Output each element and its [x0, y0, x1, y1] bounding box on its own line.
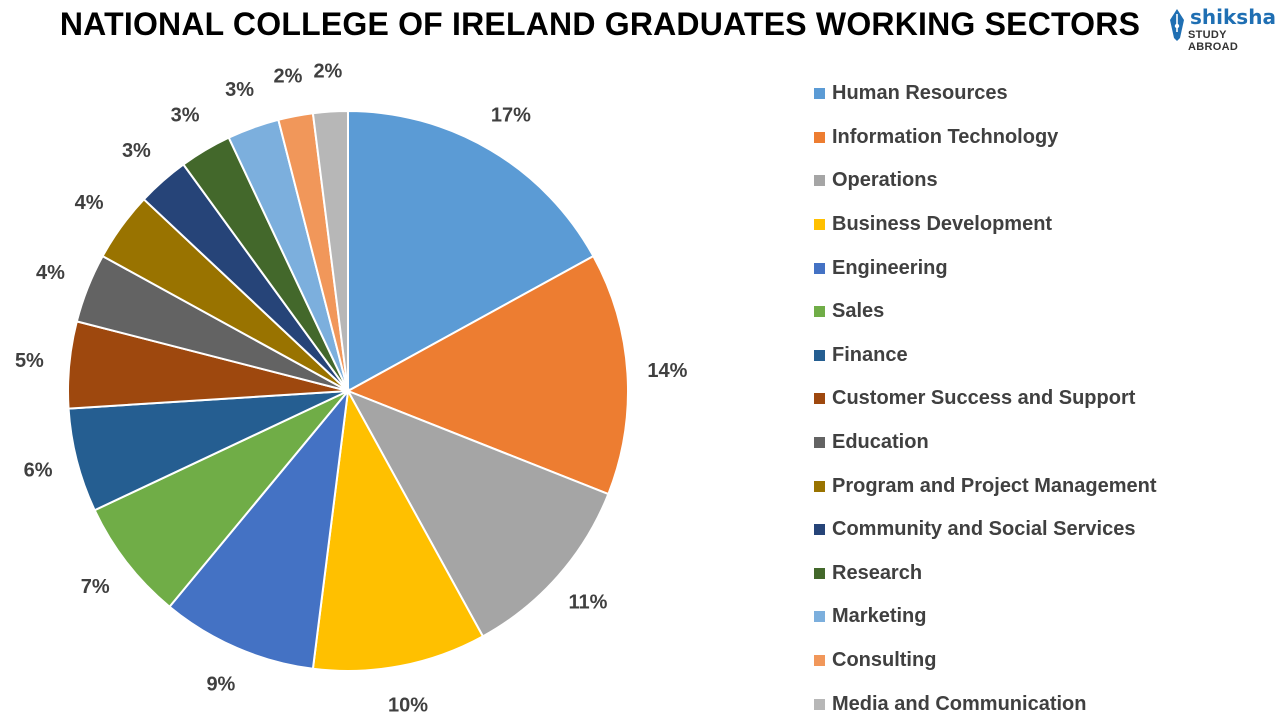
legend-swatch	[814, 524, 825, 536]
logo-name: shiksha	[1190, 5, 1276, 29]
legend-label: Program and Project Management	[832, 474, 1157, 497]
pie-slice-media-and-communication	[311, 109, 349, 392]
chart-legend: Human Resources Information Technology Ope…	[814, 72, 1157, 726]
legend-item: Engineering	[814, 246, 1157, 290]
legend-item: Consulting	[814, 639, 1157, 683]
pie-slice-human-resources	[347, 109, 595, 393]
data-label-finance: 6%	[24, 460, 53, 482]
legend-item: Sales	[814, 290, 1157, 334]
legend-swatch	[814, 306, 825, 318]
pie-slice-operations	[345, 389, 610, 638]
legend-label: Consulting	[832, 649, 937, 672]
legend-swatch	[814, 611, 825, 623]
data-label-education: 4%	[36, 262, 65, 284]
legend-label: Business Development	[832, 213, 1053, 236]
data-label-program-and-project-management: 4%	[75, 192, 104, 214]
legend-item: Customer Success and Support	[814, 377, 1157, 421]
legend-item: Media and Communication	[814, 682, 1157, 726]
legend-label: Research	[832, 561, 923, 584]
legend-swatch	[814, 437, 825, 449]
legend-item: Information Technology	[814, 116, 1157, 160]
legend-swatch	[814, 567, 825, 579]
data-label-marketing: 3%	[225, 79, 254, 101]
legend-label: Education	[832, 431, 929, 454]
data-label-business-development: 10%	[388, 694, 428, 716]
legend-item: Human Resources	[814, 72, 1157, 116]
data-label-research: 3%	[171, 105, 200, 127]
legend-item: Marketing	[814, 595, 1157, 639]
legend-item: Operations	[814, 159, 1157, 203]
data-label-information-technology: 14%	[647, 360, 687, 382]
logo-subtitle: STUDY ABROAD	[1188, 29, 1239, 53]
data-label-customer-success-and-support: 5%	[15, 350, 44, 372]
legend-label: Finance	[832, 343, 908, 366]
legend-label: Sales	[832, 300, 885, 323]
pie-slice-business-development	[311, 387, 485, 672]
legend-swatch	[814, 175, 825, 187]
legend-swatch	[814, 262, 825, 274]
legend-swatch	[814, 393, 825, 405]
chart-title: NATIONAL COLLEGE OF IRELAND GRADUATES WO…	[59, 6, 1141, 42]
data-label-operations: 11%	[569, 592, 608, 614]
legend-label: Engineering	[832, 256, 948, 279]
legend-item: Education	[814, 421, 1157, 465]
legend-label: Human Resources	[832, 82, 1008, 105]
legend-swatch	[814, 88, 825, 100]
pie-slice-information-technology	[345, 254, 629, 496]
pie-slice-sales	[93, 390, 349, 609]
pie-slice-engineering	[168, 387, 350, 670]
legend-item: Community and Social Services	[814, 508, 1157, 552]
shiksha-logo[interactable]: shiksha STUDY ABROAD	[1168, 5, 1278, 53]
legend-swatch	[814, 480, 825, 492]
data-label-community-and-social-services: 3%	[122, 140, 151, 162]
legend-label: Community and Social Services	[832, 518, 1136, 541]
legend-label: Marketing	[832, 605, 927, 628]
legend-label: Media and Communication	[832, 692, 1087, 715]
legend-item: Finance	[814, 334, 1157, 378]
legend-swatch	[814, 655, 825, 667]
data-label-engineering: 9%	[206, 674, 235, 696]
data-label-consulting: 2%	[274, 66, 303, 88]
data-label-sales: 7%	[81, 576, 110, 598]
legend-label: Information Technology	[832, 125, 1059, 148]
legend-item: Program and Project Management	[814, 464, 1157, 508]
legend-item: Business Development	[814, 203, 1157, 247]
legend-item: Research	[814, 552, 1157, 596]
pen-nib-icon	[1170, 9, 1184, 41]
pie-chart: 17% 14% 11% 10% 9% 7% 6% 5% 4% 4% 3% 3% 3% 2% 2%	[15, 61, 688, 717]
legend-swatch	[814, 698, 825, 710]
legend-swatch	[814, 131, 825, 143]
legend-label: Customer Success and Support	[832, 387, 1136, 410]
legend-swatch	[814, 349, 825, 361]
data-label-human-resources: 17%	[491, 105, 531, 127]
data-label-media-and-communication: 2%	[313, 61, 342, 83]
legend-swatch	[814, 219, 825, 231]
legend-label: Operations	[832, 169, 938, 192]
